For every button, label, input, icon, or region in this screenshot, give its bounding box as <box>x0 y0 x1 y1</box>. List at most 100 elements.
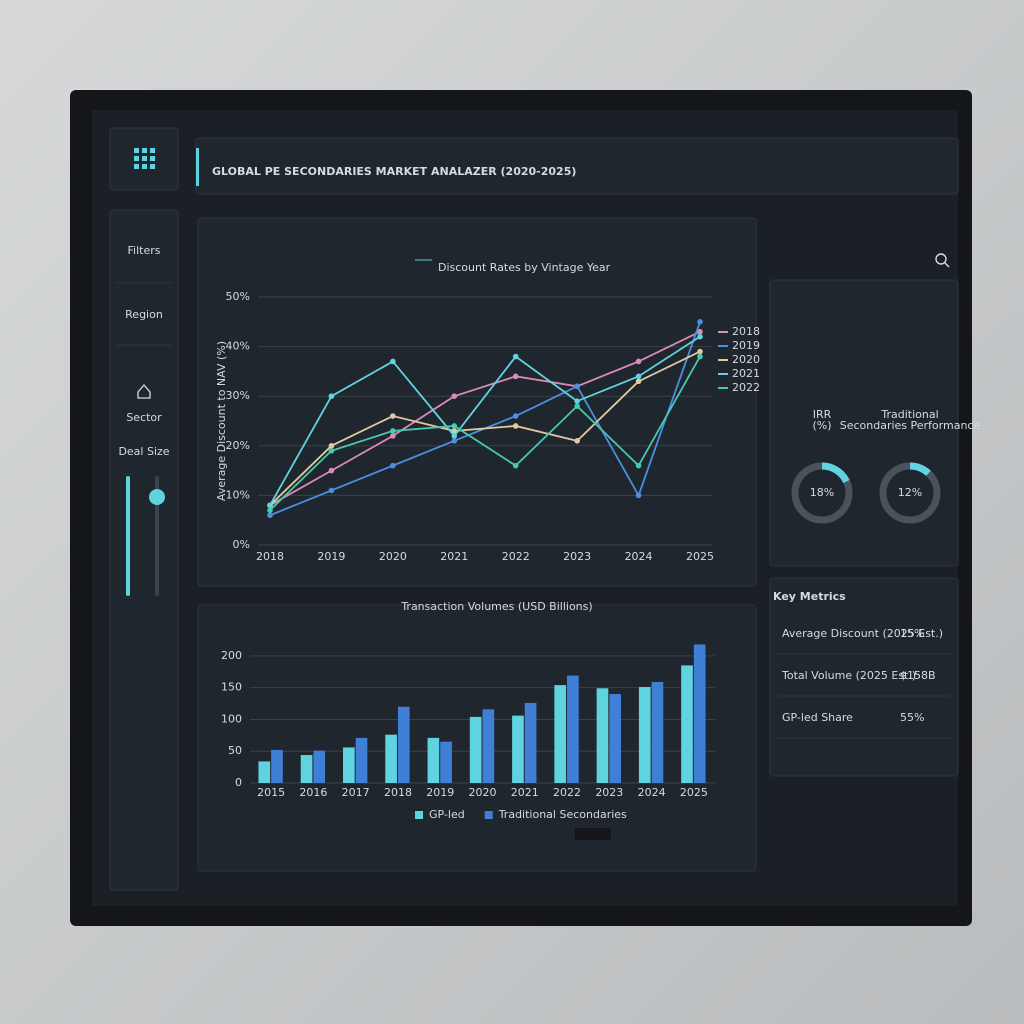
line-point <box>451 433 458 439</box>
x-tick-label: 2024 <box>625 550 653 563</box>
line-point <box>267 502 273 509</box>
slider-handle[interactable] <box>149 489 165 505</box>
donut-value: 12% <box>898 486 922 499</box>
line-point <box>512 373 519 380</box>
page-title: GLOBAL PE SECONDARIES MARKET ANALAZER (2… <box>212 165 576 178</box>
donut-value: 18% <box>810 486 834 499</box>
line-point <box>328 443 335 449</box>
slider-track[interactable] <box>155 476 159 596</box>
metric-value: 15% <box>900 627 924 640</box>
line-point <box>451 423 458 429</box>
sidebar-item[interactable]: Filters <box>128 244 161 257</box>
y-tick-label: 0% <box>233 538 250 551</box>
y-axis-label: Average Discount to NAV (%) <box>215 341 228 501</box>
legend-label: 2018 <box>732 325 760 338</box>
line-point <box>328 447 335 454</box>
line-point <box>697 319 703 325</box>
line-point <box>697 333 703 340</box>
legend-label: GP-led <box>429 808 465 821</box>
bar <box>300 755 313 783</box>
line-point <box>512 462 519 469</box>
bar <box>440 741 452 783</box>
sidebar-item[interactable]: Deal Size <box>118 445 169 458</box>
donut-arc <box>821 462 850 484</box>
metric-value: 55% <box>900 711 924 724</box>
legend-label: Traditional Secondaries <box>498 808 627 821</box>
metrics-panel <box>769 577 959 777</box>
line-point <box>574 383 580 390</box>
x-tick-label: 2018 <box>256 550 284 563</box>
x-tick-label: 2021 <box>440 550 468 563</box>
sidebar-item[interactable]: Region <box>125 308 163 321</box>
x-tick-label: 2020 <box>379 550 407 563</box>
line-point <box>635 358 642 365</box>
line-point <box>697 348 703 355</box>
search-icon[interactable] <box>935 253 950 268</box>
bar <box>651 681 664 783</box>
line-point <box>574 438 580 444</box>
line-point <box>635 462 642 469</box>
x-tick-label: 2016 <box>299 786 327 799</box>
line-point <box>574 398 580 404</box>
line-point <box>635 378 642 385</box>
line-point <box>635 373 642 380</box>
x-tick-label: 2025 <box>680 786 708 799</box>
line-series <box>269 335 701 506</box>
line-point <box>635 492 642 499</box>
legend-swatch <box>484 811 493 819</box>
bar <box>258 761 271 783</box>
y-tick-label: 20% <box>226 439 250 452</box>
bar <box>524 702 537 783</box>
line-point <box>451 438 458 444</box>
x-tick-label: 2017 <box>342 786 370 799</box>
line-point <box>512 353 519 360</box>
y-tick-label: 0 <box>235 776 242 789</box>
sidebar <box>109 209 179 891</box>
chart-title: Discount Rates by Vintage Year <box>438 261 611 274</box>
x-tick-label: 2020 <box>469 786 497 799</box>
x-tick-label: 2024 <box>638 786 666 799</box>
bar <box>343 747 355 783</box>
y-tick-label: 40% <box>226 340 250 353</box>
bar <box>554 685 567 783</box>
chart-title: Transaction Volumes (USD Billions) <box>400 600 592 613</box>
sidebar-item[interactable]: Sector <box>126 411 162 424</box>
slider-track[interactable] <box>126 476 130 596</box>
x-tick-label: 2025 <box>686 550 714 563</box>
line-point <box>390 428 396 434</box>
metrics-title: Key Metrics <box>773 590 846 603</box>
bar <box>469 716 482 783</box>
y-tick-label: 50 <box>228 744 242 757</box>
y-tick-label: 150 <box>221 681 242 694</box>
legend-label: 2020 <box>732 353 760 366</box>
line-point <box>328 487 335 494</box>
metric-label: GP-led Share <box>782 711 853 724</box>
line-point <box>267 507 273 514</box>
line-point <box>512 413 519 419</box>
donut-panel <box>769 279 959 567</box>
x-tick-label: 2018 <box>384 786 412 799</box>
donut-title: Traditional Secondaries Performance <box>840 408 981 432</box>
x-tick-label: 2023 <box>595 786 623 799</box>
metric-label: Total Volume (2025 Est.) <box>781 669 916 682</box>
bar <box>482 709 495 783</box>
bar <box>427 737 440 783</box>
line-series <box>269 330 701 507</box>
menu-icon[interactable] <box>134 148 155 169</box>
bar <box>567 675 579 783</box>
line-point <box>451 393 458 400</box>
bar <box>596 688 609 783</box>
line-point <box>451 428 458 434</box>
tv-sensor <box>575 828 611 840</box>
metric-value: $158B <box>900 669 936 682</box>
y-tick-label: 30% <box>226 389 250 402</box>
y-tick-label: 10% <box>226 488 250 501</box>
line-point <box>328 467 335 474</box>
bar <box>638 687 651 783</box>
y-tick-label: 100 <box>221 712 242 725</box>
line-point <box>512 423 519 429</box>
metric-label: Average Discount (2025 Est.) <box>782 627 943 640</box>
y-tick-label: 50% <box>226 290 250 303</box>
